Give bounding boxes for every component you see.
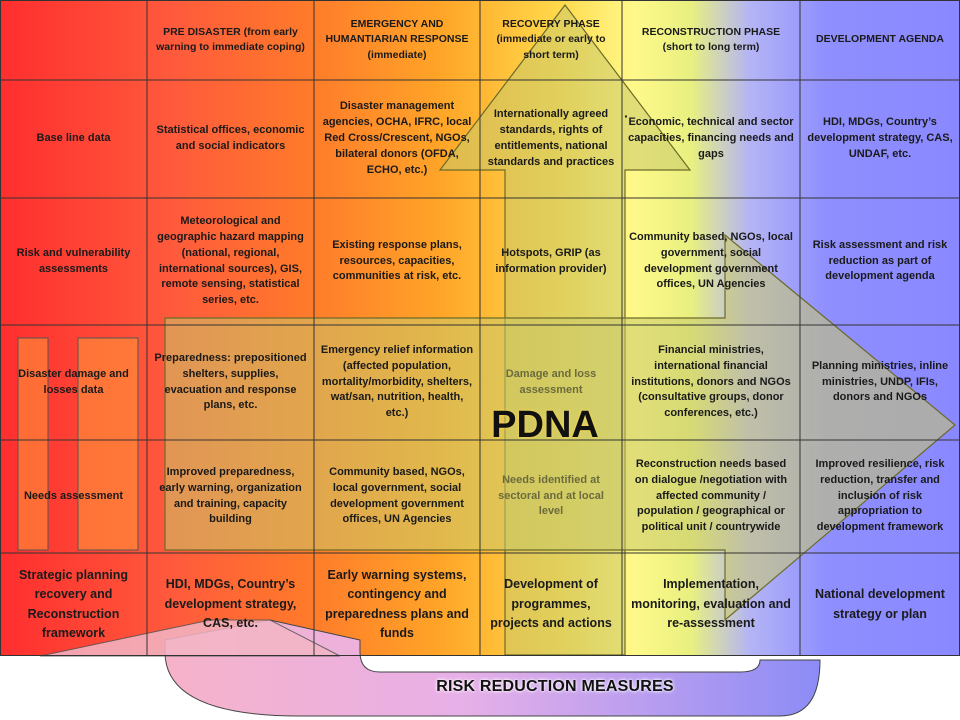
table-cell-r2-c1: Emergency relief information (affected p… — [320, 343, 474, 420]
row-label-0: Base line data — [36, 132, 111, 145]
table-cell-r4-c0: HDI, MDGs, Country’s development strateg… — [164, 577, 297, 631]
table-grid-lines — [0, 0, 960, 656]
table-cell-r1-c1: Existing response plans, resources, capa… — [332, 238, 462, 283]
table-cell-r2-c4: Planning ministries, inline ministries, … — [811, 359, 949, 404]
table-cell-r3-c0: Improved preparedness, early warning, or… — [159, 465, 302, 526]
table-cell-r3-c1: Community based, NGOs, local government,… — [329, 465, 465, 526]
phase-header-3: RECOVERY PHASE (immediate or early to sh… — [496, 18, 606, 61]
table-cell-r1-c3: Community based, NGOs, local government,… — [629, 230, 793, 291]
phase-header-2: EMERGENCY AND HUMANTIARIAN RESPONSE (imm… — [325, 18, 469, 61]
table-cell-r0-c0: Statistical offices, economic and social… — [156, 124, 305, 152]
phase-header-1: PRE DISASTER (from early warning to imme… — [156, 25, 305, 53]
stray-dot-mark: · — [624, 108, 629, 124]
table-cell-r1-c4: Risk assessment and risk reduction as pa… — [812, 238, 948, 283]
table-cell-r3-c2: Needs identified at sectoral and at loca… — [498, 473, 604, 518]
table-cell-r3-c3: Reconstruction needs based on dialogue /… — [634, 457, 788, 534]
table-cell-r0-c2: Internationally agreed standards, rights… — [487, 108, 615, 168]
risk-reduction-label: RISK REDUCTION MEASURES — [436, 678, 674, 695]
table-cell-r4-c3: Implementation, monitoring, evaluation a… — [631, 577, 791, 631]
table-cell-r4-c1: Early warning systems, contingency and p… — [325, 567, 469, 640]
row-label-3: Needs assessment — [23, 489, 124, 502]
row-label-1: Risk and vulnerability assessments — [16, 246, 131, 275]
table-cell-r2-c2: Damage and loss assessment — [505, 367, 597, 396]
table-cell-r0-c1: Disaster management agencies, OCHA, IFRC… — [322, 100, 472, 176]
table-cell-r1-c2: Hotspots, GRIP (as information provider) — [495, 246, 607, 275]
table-cell-r1-c0: Meteorological and geographic hazard map… — [157, 214, 304, 307]
table-cell-r0-c3: Economic, technical and sector capacitie… — [628, 116, 794, 160]
table-cell-r2-c0: Preparedness: prepositioned shelters, su… — [154, 351, 307, 412]
table-cell-r4-c2: Development of programmes, projects and … — [490, 577, 612, 631]
phase-header-4: RECONSTRUCTION PHASE (short to long term… — [641, 25, 781, 53]
table-cell-r4-c4: National development strategy or plan — [815, 587, 945, 621]
row-label-4: Strategic planning recovery and Reconstr… — [18, 567, 129, 640]
table-cell-r3-c4: Improved resilience, risk reduction, tra… — [815, 457, 945, 534]
pdna-center-label: PDNA — [491, 404, 599, 446]
table-cell-r0-c4: HDI, MDGs, Country’s development strateg… — [807, 116, 953, 160]
table-cell-r2-c3: Financial ministries, international fina… — [631, 343, 791, 420]
phase-header-5: DEVELOPMENT AGENDA — [816, 33, 944, 46]
phase-table: PRE DISASTER (from early warning to imme… — [0, 0, 960, 656]
row-label-2: Disaster damage and losses data — [18, 367, 129, 396]
